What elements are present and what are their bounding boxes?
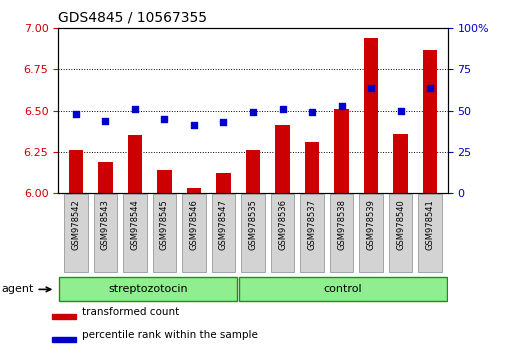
FancyBboxPatch shape xyxy=(238,278,446,301)
FancyBboxPatch shape xyxy=(388,194,412,272)
Bar xyxy=(216,173,230,193)
Point xyxy=(308,109,316,115)
Bar xyxy=(333,109,348,193)
FancyBboxPatch shape xyxy=(329,194,352,272)
Bar xyxy=(392,134,407,193)
Text: GSM978544: GSM978544 xyxy=(130,199,139,250)
Point xyxy=(189,122,197,128)
Text: GSM978546: GSM978546 xyxy=(189,199,198,250)
Bar xyxy=(52,314,76,319)
Text: GSM978535: GSM978535 xyxy=(248,199,257,250)
Point xyxy=(366,85,374,90)
Bar xyxy=(68,150,83,193)
Point xyxy=(278,106,286,112)
Point xyxy=(101,118,109,123)
Point xyxy=(72,111,80,117)
FancyBboxPatch shape xyxy=(241,194,264,272)
Bar xyxy=(157,170,172,193)
FancyBboxPatch shape xyxy=(211,194,235,272)
Text: streptozotocin: streptozotocin xyxy=(108,284,187,295)
FancyBboxPatch shape xyxy=(359,194,382,272)
Bar xyxy=(363,38,378,193)
Text: GSM978538: GSM978538 xyxy=(336,199,345,250)
Bar xyxy=(304,142,319,193)
Point xyxy=(248,109,257,115)
Bar xyxy=(98,162,113,193)
Text: transformed count: transformed count xyxy=(82,307,179,318)
Text: GDS4845 / 10567355: GDS4845 / 10567355 xyxy=(58,11,207,25)
Text: GSM978541: GSM978541 xyxy=(425,199,434,250)
Point xyxy=(131,106,139,112)
Text: GSM978539: GSM978539 xyxy=(366,199,375,250)
FancyBboxPatch shape xyxy=(59,278,237,301)
Point xyxy=(337,103,345,109)
Point xyxy=(425,85,433,90)
Text: agent: agent xyxy=(1,284,50,295)
FancyBboxPatch shape xyxy=(153,194,176,272)
FancyBboxPatch shape xyxy=(299,194,323,272)
Text: GSM978540: GSM978540 xyxy=(395,199,405,250)
FancyBboxPatch shape xyxy=(418,194,441,272)
Bar xyxy=(52,337,76,342)
Point xyxy=(396,108,404,114)
Bar xyxy=(186,188,201,193)
Text: control: control xyxy=(323,284,362,295)
Bar xyxy=(127,135,142,193)
Text: GSM978543: GSM978543 xyxy=(100,199,110,250)
Point xyxy=(160,116,168,122)
Bar xyxy=(245,150,260,193)
Text: GSM978547: GSM978547 xyxy=(219,199,228,250)
Text: GSM978536: GSM978536 xyxy=(277,199,286,250)
Bar xyxy=(275,125,289,193)
Text: percentile rank within the sample: percentile rank within the sample xyxy=(82,330,258,341)
Point xyxy=(219,119,227,125)
Text: GSM978542: GSM978542 xyxy=(71,199,80,250)
Text: GSM978537: GSM978537 xyxy=(307,199,316,250)
FancyBboxPatch shape xyxy=(93,194,117,272)
FancyBboxPatch shape xyxy=(123,194,146,272)
FancyBboxPatch shape xyxy=(64,194,87,272)
FancyBboxPatch shape xyxy=(270,194,294,272)
Bar xyxy=(422,50,437,193)
FancyBboxPatch shape xyxy=(182,194,206,272)
Text: GSM978545: GSM978545 xyxy=(160,199,169,250)
